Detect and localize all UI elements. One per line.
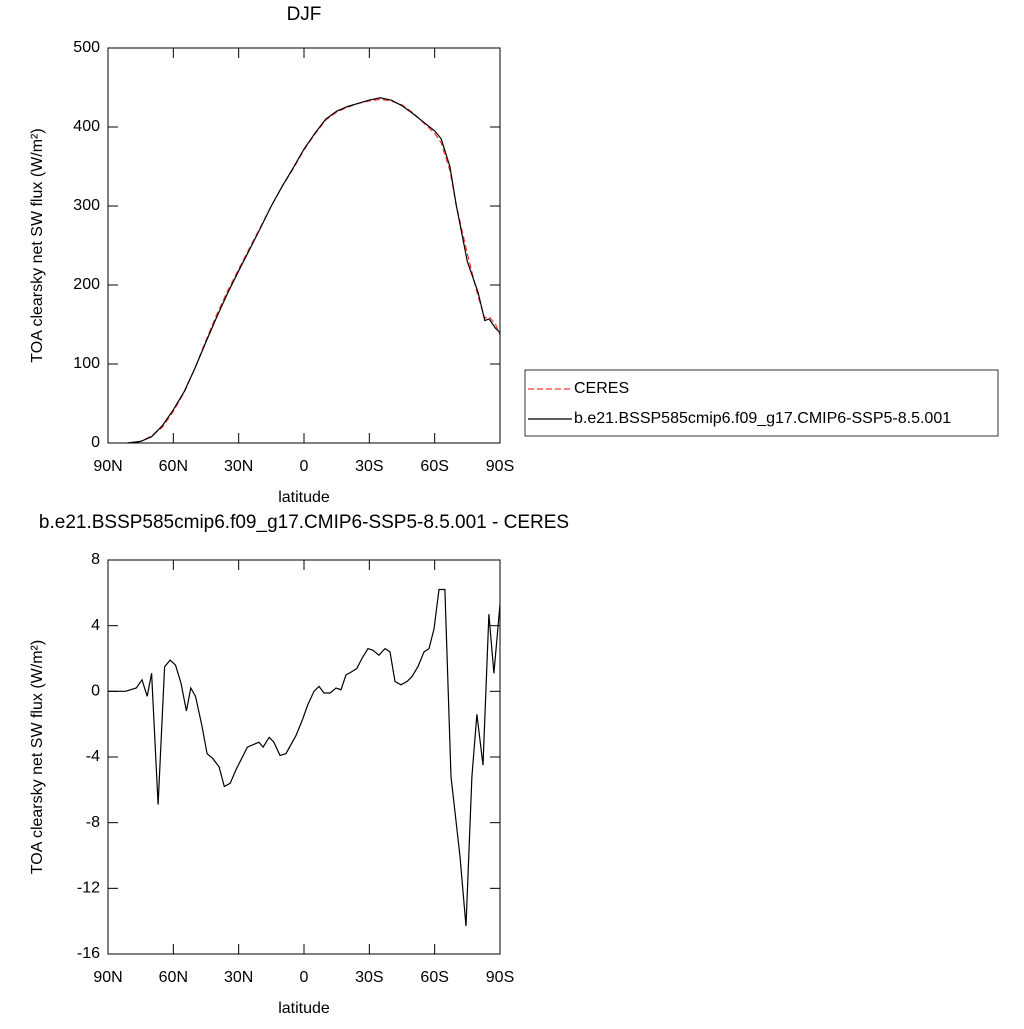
y-tick-label: 0 bbox=[91, 434, 100, 451]
chart-title: b.e21.BSSP585cmip6.f09_g17.CMIP6-SSP5-8.… bbox=[39, 512, 569, 533]
data-line bbox=[127, 97, 501, 444]
data-line bbox=[127, 98, 501, 444]
y-tick-label: 500 bbox=[73, 39, 100, 56]
y-axis-label: TOA clearsky net SW flux (W/m²) bbox=[29, 640, 46, 874]
y-tick-label: -4 bbox=[86, 748, 100, 765]
y-tick-label: 4 bbox=[91, 617, 100, 634]
y-tick-label: -8 bbox=[86, 814, 100, 831]
y-tick-label: 200 bbox=[73, 276, 100, 293]
plot-frame bbox=[107, 559, 501, 955]
data-line bbox=[108, 588, 501, 927]
y-tick-label: 8 bbox=[91, 551, 100, 568]
x-tick-label: 30S bbox=[355, 458, 383, 475]
x-axis-label: latitude bbox=[278, 1000, 330, 1017]
x-tick-label: 0 bbox=[300, 458, 309, 475]
y-tick-label: -16 bbox=[77, 945, 100, 962]
legend-label: CERES bbox=[574, 380, 629, 397]
plot-frame bbox=[107, 47, 501, 444]
x-axis-label: latitude bbox=[278, 489, 330, 506]
x-tick-label: 60N bbox=[159, 969, 188, 986]
x-tick-label: 0 bbox=[300, 969, 309, 986]
y-tick-label: -12 bbox=[77, 880, 100, 897]
x-tick-label: 90N bbox=[93, 458, 122, 475]
x-tick-label: 90N bbox=[93, 969, 122, 986]
legend-box bbox=[524, 369, 999, 437]
legend-label: b.e21.BSSP585cmip6.f09_g17.CMIP6-SSP5-8.… bbox=[574, 410, 951, 427]
x-tick-label: 60S bbox=[420, 458, 448, 475]
chart-title: DJF bbox=[287, 4, 322, 25]
x-tick-label: 30N bbox=[224, 969, 253, 986]
x-tick-label: 30N bbox=[224, 458, 253, 475]
x-tick-label: 90S bbox=[486, 969, 514, 986]
x-tick-label: 60N bbox=[159, 458, 188, 475]
x-tick-label: 60S bbox=[420, 969, 448, 986]
x-tick-label: 90S bbox=[486, 458, 514, 475]
y-axis-label: TOA clearsky net SW flux (W/m²) bbox=[29, 128, 46, 362]
y-tick-label: 300 bbox=[73, 197, 100, 214]
y-tick-label: 400 bbox=[73, 118, 100, 135]
x-tick-label: 30S bbox=[355, 969, 383, 986]
y-tick-label: 0 bbox=[91, 683, 100, 700]
y-tick-label: 100 bbox=[73, 355, 100, 372]
